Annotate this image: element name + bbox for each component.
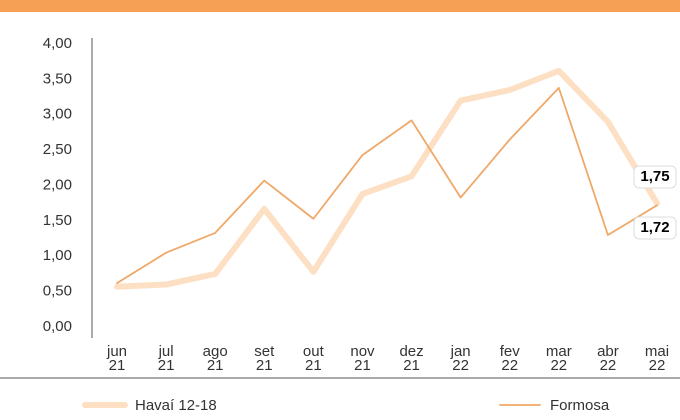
x-tick-label: set 21 <box>254 343 275 374</box>
x-tick-label: ago 21 <box>203 343 228 374</box>
y-tick-label: 0,50 <box>43 283 72 300</box>
top-bar <box>0 0 680 12</box>
x-tick-label: mar 22 <box>546 343 572 374</box>
x-tick-label: dez 21 <box>399 343 423 374</box>
x-tick-label: mai 22 <box>645 343 669 374</box>
y-tick-label: 2,50 <box>43 141 72 158</box>
x-tick-label: out 21 <box>303 343 325 374</box>
y-tick-label: 4,00 <box>43 35 72 52</box>
y-tick-label: 1,00 <box>43 247 72 264</box>
legend-label: Formosa <box>550 397 610 414</box>
x-tick-label: jul 21 <box>158 343 175 374</box>
x-tick-label: nov 21 <box>350 343 375 374</box>
value-label: 1,75 <box>640 168 669 185</box>
y-tick-label: 0,00 <box>43 318 72 335</box>
value-label-box <box>633 216 677 240</box>
x-tick-label: jun 21 <box>106 343 127 374</box>
y-tick-label: 1,50 <box>43 212 72 229</box>
y-tick-label: 3,00 <box>43 106 72 123</box>
legend-label: Havaí 12-18 <box>135 397 217 414</box>
x-tick-label: fev 22 <box>500 343 521 374</box>
y-tick-label: 3,50 <box>43 70 72 87</box>
series-line <box>114 67 660 290</box>
x-tick-label: abr 22 <box>597 343 619 374</box>
value-label-box <box>633 165 677 189</box>
value-label: 1,72 <box>640 219 669 236</box>
y-tick-label: 2,00 <box>43 176 72 193</box>
series-line <box>116 86 658 285</box>
x-tick-label: jan 22 <box>450 343 471 374</box>
